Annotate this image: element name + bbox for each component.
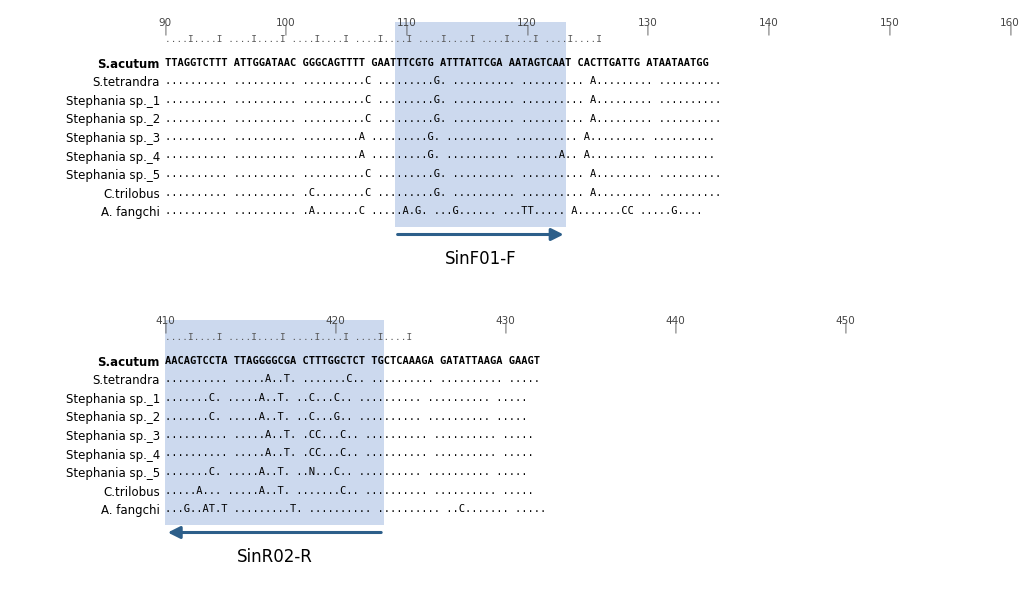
Text: 440: 440 <box>665 316 685 326</box>
Text: ...G..AT.T .........T. .......... .......... ..C....... .....: ...G..AT.T .........T. .......... ......… <box>165 504 546 514</box>
Text: Stephania sp._5: Stephania sp._5 <box>66 169 160 182</box>
Text: Stephania sp._2: Stephania sp._2 <box>66 412 160 425</box>
Text: 100: 100 <box>276 18 295 28</box>
Text: .......... .......... .C........C .........G. .......... .......... A......... .: .......... .......... .C........C ......… <box>165 188 722 197</box>
Text: |: | <box>283 24 289 35</box>
Text: |: | <box>766 24 772 35</box>
Text: AACAGTCCTA TTAGGGGCGA CTTTGGCTCT TGCTCAAAGA GATATTAAGA GAAGT: AACAGTCCTA TTAGGGGCGA CTTTGGCTCT TGCTCAA… <box>165 356 540 366</box>
Text: 150: 150 <box>879 18 899 28</box>
Text: |: | <box>162 323 168 333</box>
Text: .......... .......... .........A .........G. .......... .......A.. A......... ..: .......... .......... .........A .......… <box>165 150 715 160</box>
Text: |: | <box>332 323 338 333</box>
Text: Stephania sp._3: Stephania sp._3 <box>66 430 160 443</box>
Text: 110: 110 <box>397 18 416 28</box>
Text: |: | <box>645 24 651 35</box>
Text: .......... .....A..T. .CC...C.. .......... .......... .....: .......... .....A..T. .CC...C.. ........… <box>165 448 534 459</box>
Text: C.trilobus: C.trilobus <box>104 188 160 201</box>
Text: 90: 90 <box>159 18 171 28</box>
Text: A. fangchi: A. fangchi <box>101 504 160 517</box>
Text: 430: 430 <box>495 316 515 326</box>
Text: Stephania sp._5: Stephania sp._5 <box>66 467 160 480</box>
Text: S.tetrandra: S.tetrandra <box>92 77 160 90</box>
Text: S.acutum: S.acutum <box>97 356 160 369</box>
Bar <box>165 320 384 525</box>
Text: 130: 130 <box>638 18 658 28</box>
Text: ....I....I ....I....I ....I....I ....I....I: ....I....I ....I....I ....I....I ....I..… <box>165 333 412 343</box>
Text: Stephania sp._1: Stephania sp._1 <box>66 95 160 108</box>
Text: SinF01-F: SinF01-F <box>445 251 517 268</box>
Bar <box>395 22 567 226</box>
Text: .......... .......... .........A .........G. .......... .......... A......... ..: .......... .......... .........A .......… <box>165 132 715 142</box>
Text: Stephania sp._4: Stephania sp._4 <box>66 150 160 163</box>
Text: A. fangchi: A. fangchi <box>101 206 160 219</box>
Text: S.tetrandra: S.tetrandra <box>92 374 160 387</box>
Text: TTAGGTCTTT ATTGGATAAC GGGCAGTTTT GAATTTCGTG ATTTATTCGA AATAGTCAAT CACTTGATTG ATA: TTAGGTCTTT ATTGGATAAC GGGCAGTTTT GAATTTC… <box>165 58 708 68</box>
Text: |: | <box>672 323 678 333</box>
Text: |: | <box>404 24 409 35</box>
Text: .....A... .....A..T. .......C.. .......... .......... .....: .....A... .....A..T. .......C.. ........… <box>165 485 534 495</box>
Text: S.acutum: S.acutum <box>97 58 160 71</box>
Text: 120: 120 <box>518 18 537 28</box>
Text: |: | <box>843 323 848 333</box>
Text: ....I....I ....I....I ....I....I ....I....I ....I....I ....I....I ....I....I: ....I....I ....I....I ....I....I ....I..… <box>165 36 602 45</box>
Text: 140: 140 <box>758 18 778 28</box>
Text: |: | <box>887 24 892 35</box>
Text: 410: 410 <box>155 316 175 326</box>
Text: .......C. .....A..T. ..N...C.. .......... .......... .....: .......C. .....A..T. ..N...C.. .........… <box>165 467 528 477</box>
Text: .......... .......... .A.......C .....A.G. ...G...... ...TT..... A.......CC ....: .......... .......... .A.......C .....A.… <box>165 206 702 216</box>
Text: .......C. .....A..T. ..C...G.. .......... .......... .....: .......C. .....A..T. ..C...G.. .........… <box>165 412 528 422</box>
Text: Stephania sp._3: Stephania sp._3 <box>66 132 160 145</box>
Text: 420: 420 <box>325 316 344 326</box>
Text: .......C. .....A..T. ..C...C.. .......... .......... .....: .......C. .....A..T. ..C...C.. .........… <box>165 393 528 403</box>
Text: .......... .....A..T. .CC...C.. .......... .......... .....: .......... .....A..T. .CC...C.. ........… <box>165 430 534 440</box>
Text: |: | <box>162 24 168 35</box>
Text: |: | <box>524 24 530 35</box>
Text: .......... .....A..T. .......C.. .......... .......... .....: .......... .....A..T. .......C.. .......… <box>165 374 540 384</box>
Text: 450: 450 <box>835 316 855 326</box>
Text: .......... .......... ..........C .........G. .......... .......... A......... .: .......... .......... ..........C ......… <box>165 77 722 87</box>
Text: C.trilobus: C.trilobus <box>104 485 160 498</box>
Text: 160: 160 <box>1000 18 1020 28</box>
Text: .......... .......... ..........C .........G. .......... .......... A......... .: .......... .......... ..........C ......… <box>165 95 722 105</box>
Text: Stephania sp._2: Stephania sp._2 <box>66 113 160 127</box>
Text: Stephania sp._4: Stephania sp._4 <box>66 448 160 462</box>
Text: .......... .......... ..........C .........G. .......... .......... A......... .: .......... .......... ..........C ......… <box>165 113 722 124</box>
Text: SinR02-R: SinR02-R <box>237 548 313 567</box>
Text: .......... .......... ..........C .........G. .......... .......... A......... .: .......... .......... ..........C ......… <box>165 169 722 179</box>
Text: |: | <box>1007 24 1013 35</box>
Text: |: | <box>502 323 508 333</box>
Text: Stephania sp._1: Stephania sp._1 <box>66 393 160 406</box>
